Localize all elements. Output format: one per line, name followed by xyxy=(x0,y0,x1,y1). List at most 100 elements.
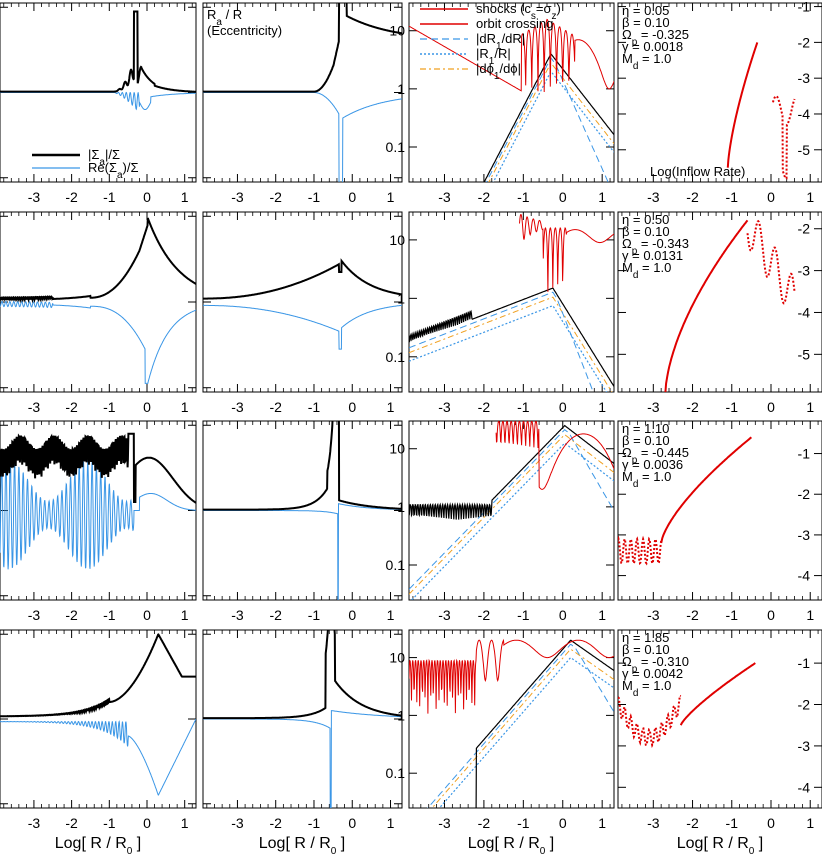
y-tick-label: 0.1 xyxy=(386,139,406,155)
x-tick-label: 1 xyxy=(181,815,189,831)
label-text: 1.0 xyxy=(653,260,671,275)
y-tick-label: 0.1 xyxy=(386,349,406,365)
subscript-text: s xyxy=(531,11,536,22)
label-text: |Σ xyxy=(88,147,99,162)
x-tick-label: -2 xyxy=(65,399,78,415)
x-tick-label: -1 xyxy=(103,399,116,415)
subscript-text: 0 xyxy=(749,846,755,855)
label-text: 0.0131 xyxy=(643,248,683,263)
param-md: Md = 1.0 xyxy=(622,260,671,281)
legend-re-label: Re(Σa)/Σ xyxy=(88,160,139,181)
x-tick-label: -3 xyxy=(647,189,660,205)
subscript-text: p xyxy=(632,455,638,466)
label-text: = xyxy=(638,678,649,693)
series-ecc-abs xyxy=(203,258,402,300)
x-tick-label: -2 xyxy=(65,607,78,623)
y-tick-label: 1 xyxy=(397,707,405,723)
label-text: ] xyxy=(545,835,554,852)
x-tick-label: -2 xyxy=(478,399,491,415)
y-tick-label: -4 xyxy=(798,106,811,122)
x-tick-label: -1 xyxy=(103,815,116,831)
series-inflow-solid xyxy=(726,42,759,168)
series-ecc-abs xyxy=(203,421,402,511)
y-tick-label: -1 xyxy=(798,655,811,671)
label-text: Ω xyxy=(622,236,632,251)
x-tick-label: 0 xyxy=(143,607,151,623)
param-md: Md = 1.0 xyxy=(622,51,671,72)
x-tick-label: 1 xyxy=(181,399,189,415)
series-ecc-abs xyxy=(203,3,402,93)
series-re-sigma xyxy=(0,460,196,570)
legend-col1: |Σa|/ΣRe(Σa)/Σ xyxy=(32,147,139,181)
label-text: η = xyxy=(622,3,640,18)
x-tick-label: -1 xyxy=(308,607,321,623)
y-tick-label: 10 xyxy=(389,441,405,457)
x-tick-label: 0 xyxy=(348,399,356,415)
panel-r1-c3: -3 -2 -1 0 1 10 1 0.1 xyxy=(386,2,615,205)
label-text: /R| xyxy=(494,46,510,61)
x-tick-label: 0 xyxy=(559,189,567,205)
label-text: /dϕ| xyxy=(499,61,521,76)
label-text: 0.10 xyxy=(644,15,669,30)
param-omega: Ωp = -0.445 xyxy=(622,445,689,466)
x-axis-label: Log[ R / R0 ] xyxy=(55,835,141,855)
x-tick-label: -3 xyxy=(647,607,660,623)
label-text: Ω xyxy=(622,445,632,460)
label-text: 0.10 xyxy=(644,224,669,239)
x-axis-label: Log[ R / R0 ] xyxy=(259,835,345,855)
param-beta: β = 0.10 xyxy=(622,15,670,30)
x-tick-label: -1 xyxy=(308,815,321,831)
inflow-label: Log(Inflow Rate) xyxy=(650,164,745,179)
series-r1r xyxy=(410,442,614,600)
y-tick-label: -3 xyxy=(798,70,811,86)
series-abs-sigma xyxy=(0,217,196,304)
x-tick-label: 0 xyxy=(143,815,151,831)
panel-frame xyxy=(202,211,403,393)
label-text: η = xyxy=(622,421,640,436)
label-text: M xyxy=(622,51,633,66)
label-text: -0.310 xyxy=(652,654,689,669)
x-tick-label: -3 xyxy=(231,399,244,415)
subscript-text: 0 xyxy=(540,846,546,855)
x-tick-label: -3 xyxy=(28,815,41,831)
param-beta: β = 0.10 xyxy=(622,224,670,239)
series-ecc-re xyxy=(203,710,402,808)
x-tick-label: 1 xyxy=(806,189,814,205)
legend-abs-label: |Σa|/Σ xyxy=(88,147,120,168)
legend-label-orbit: orbit crossing xyxy=(476,16,553,31)
x-tick-label: 1 xyxy=(598,189,606,205)
y-tick-label: -2 xyxy=(798,221,811,237)
label-text: β = xyxy=(622,224,641,239)
label-text: =σ xyxy=(536,1,552,16)
x-tick-label: -2 xyxy=(686,815,699,831)
label-text: Log[ R / R xyxy=(468,835,540,852)
legend-label-r1r: |R1/R| xyxy=(476,46,511,67)
label-text: -0.445 xyxy=(652,445,689,460)
series-total xyxy=(483,53,614,182)
panel-frame xyxy=(408,629,615,809)
param-eta: η = 0.05 xyxy=(622,3,669,18)
panel-frame xyxy=(0,629,197,809)
y-tick-label: -4 xyxy=(798,304,811,320)
series-inflow-solid xyxy=(664,219,749,392)
x-tick-label: -1 xyxy=(103,189,116,205)
subscript-text: z xyxy=(552,11,557,22)
label-text: = xyxy=(637,27,648,42)
series-total xyxy=(409,424,614,520)
x-axis-label: Log[ R / R0 ] xyxy=(677,835,763,855)
x-tick-label: -2 xyxy=(65,189,78,205)
label-text: = xyxy=(637,445,648,460)
label-text: orbit crossing xyxy=(476,16,553,31)
label-text: = xyxy=(638,260,649,275)
label-text: γ = xyxy=(622,457,640,472)
param-omega: Ωp = -0.325 xyxy=(622,27,689,48)
label-text: M xyxy=(622,678,633,693)
x-tick-label: -2 xyxy=(478,607,491,623)
param-md: Md = 1.0 xyxy=(622,469,671,490)
label-text: η = xyxy=(622,630,640,645)
x-tick-label: 1 xyxy=(598,815,606,831)
